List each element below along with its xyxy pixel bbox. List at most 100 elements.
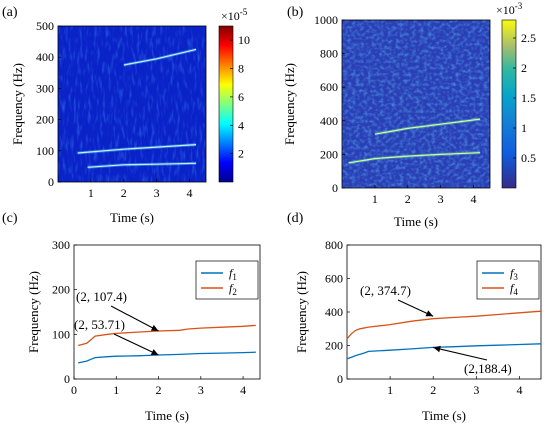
colorbar-tick-label: 4	[238, 118, 244, 132]
legend-label-name: f	[229, 266, 234, 280]
x-tick-label: 4	[516, 383, 522, 397]
annotation-label: (2, 374.7)	[360, 283, 411, 298]
annotation-arrowhead	[150, 324, 159, 331]
ridge-line	[123, 48, 197, 66]
panel-a: 1 2 3 4 0 100 200 300 400 500 Time (s) Frequency…	[10, 7, 250, 225]
legend-label-name: f	[229, 281, 234, 295]
panel-b-texture	[342, 20, 490, 188]
series-line-f3	[346, 343, 542, 360]
panel-b-y-ticks: 0 200 400 600 800 1000	[314, 13, 345, 195]
y-tick-label: 200	[52, 283, 70, 297]
panel-a-ridges	[77, 47, 197, 169]
legend-label: f4	[510, 281, 518, 297]
y-tick-label: 500	[36, 19, 54, 33]
y-tick-label: 300	[36, 81, 54, 95]
colorbar-tick-label: 1.5	[521, 91, 536, 105]
legend-label-subscript: 1	[232, 272, 237, 282]
y-tick-label: 800	[325, 238, 343, 252]
panel-label-b: (b)	[287, 5, 304, 20]
x-tick-label: 2	[121, 186, 127, 200]
colorbar-tick-label: 2	[521, 61, 527, 75]
annotation-arrow-line	[113, 333, 159, 356]
x-tick-label: 2	[405, 192, 411, 206]
colorbar-tick-label: 8	[238, 62, 244, 76]
panel-a-texture	[58, 26, 206, 182]
legend-box	[195, 260, 259, 300]
y-tick-label: 400	[320, 114, 338, 128]
annotation-label: (2, 107.4)	[76, 289, 127, 304]
x-tick-label: 2	[430, 383, 436, 397]
x-tick-label: 3	[438, 192, 444, 206]
x-tick-label: 4	[240, 383, 246, 397]
panel-c: 0 1 2 3 4 0 100 200 300 Time (s) Frequency (Hz)…	[26, 238, 261, 423]
panel-a-y-ticks: 0 100 200 300 400 500	[36, 19, 61, 189]
y-tick-label: 800	[320, 47, 338, 61]
ridge-line	[77, 144, 197, 154]
ridge-line	[348, 152, 481, 164]
panel-b-frame	[341, 19, 491, 189]
panel-c-series	[78, 324, 256, 364]
x-tick-label: 3	[473, 383, 479, 397]
y-tick-label: 0	[48, 175, 54, 189]
panel-a-y-label: Frequency (Hz)	[10, 63, 25, 145]
panel-a-colorbar	[218, 25, 234, 183]
colorbar-tick-label: 1	[521, 121, 527, 135]
annotation-arrowhead	[425, 310, 434, 317]
x-tick-label: 0	[71, 383, 77, 397]
x-tick-label: 2	[156, 383, 162, 397]
panel-label-c: (c)	[2, 211, 18, 226]
panel-d-annotations: (2, 374.7) (2,188.4)	[360, 283, 512, 376]
x-tick-label: 3	[198, 383, 204, 397]
y-tick-label: 0	[64, 372, 70, 386]
panel-b-ridges	[348, 117, 481, 165]
y-tick-label: 200	[320, 147, 338, 161]
panel-b-x-label: Time (s)	[394, 214, 438, 229]
annotation-arrowhead	[433, 345, 441, 353]
y-tick-label: 400	[36, 50, 54, 64]
legend-label-name: f	[510, 281, 515, 295]
panel-a-x-label: Time (s)	[110, 210, 154, 225]
x-tick-label: 1	[387, 383, 393, 397]
panel-c-y-ticks: 0 100 200 300	[52, 238, 77, 386]
annotation-arrowhead	[150, 349, 159, 355]
y-tick-label: 100	[52, 327, 70, 341]
legend-label-subscript: 4	[513, 287, 518, 297]
annotation-label: (2,188.4)	[464, 361, 512, 376]
y-tick-label: 200	[325, 339, 343, 353]
panel-a-colorbar-ticks: 2 4 6 8 10	[230, 33, 250, 161]
y-tick-label: 0	[337, 372, 343, 386]
panel-b-colorbar	[501, 19, 517, 189]
annotation-arrow-line	[110, 305, 159, 332]
panel-b-y-label: Frequency (Hz)	[282, 63, 297, 145]
panel-c-annotations: (2, 107.4) (2, 53.71)	[74, 289, 159, 356]
y-tick-label: 400	[325, 305, 343, 319]
legend-label: f2	[229, 281, 237, 297]
panel-d-y-label: Frequency (Hz)	[294, 271, 309, 353]
x-tick-label: 1	[88, 186, 94, 200]
panel-c-x-label: Time (s)	[145, 408, 189, 423]
x-tick-label: 1	[372, 192, 378, 206]
x-tick-label: 3	[154, 186, 160, 200]
x-tick-label: 4	[471, 192, 477, 206]
panel-b: 1 2 3 4 0 200 400 600 800 1000 Time (s) Frequenc…	[282, 1, 536, 229]
colorbar-tick-label: 10	[238, 33, 250, 47]
series-line-f1	[78, 351, 256, 364]
legend-label: f1	[229, 266, 237, 282]
panel-d-series	[346, 310, 542, 360]
x-tick-label: 1	[113, 383, 119, 397]
panel-c-y-label: Frequency (Hz)	[26, 271, 41, 353]
legend-label-name: f	[510, 266, 515, 280]
series-line-f2	[78, 324, 256, 347]
colorbar-tick-label: 2	[238, 147, 244, 161]
panel-c-x-ticks: 0 1 2 3 4	[71, 376, 246, 397]
panel-b-colorbar-scale: ×10-3	[496, 1, 523, 17]
series-line-f4	[346, 310, 542, 340]
panel-d: 1 2 3 4 0 200 400 600 800 Time (s) Frequency (H…	[294, 238, 542, 423]
colorbar-tick-label: 6	[238, 90, 244, 104]
y-tick-label: 1000	[314, 13, 338, 27]
annotation-label: (2, 53.71)	[74, 317, 125, 332]
panel-a-colorbar-scale: ×10-5	[221, 7, 248, 23]
